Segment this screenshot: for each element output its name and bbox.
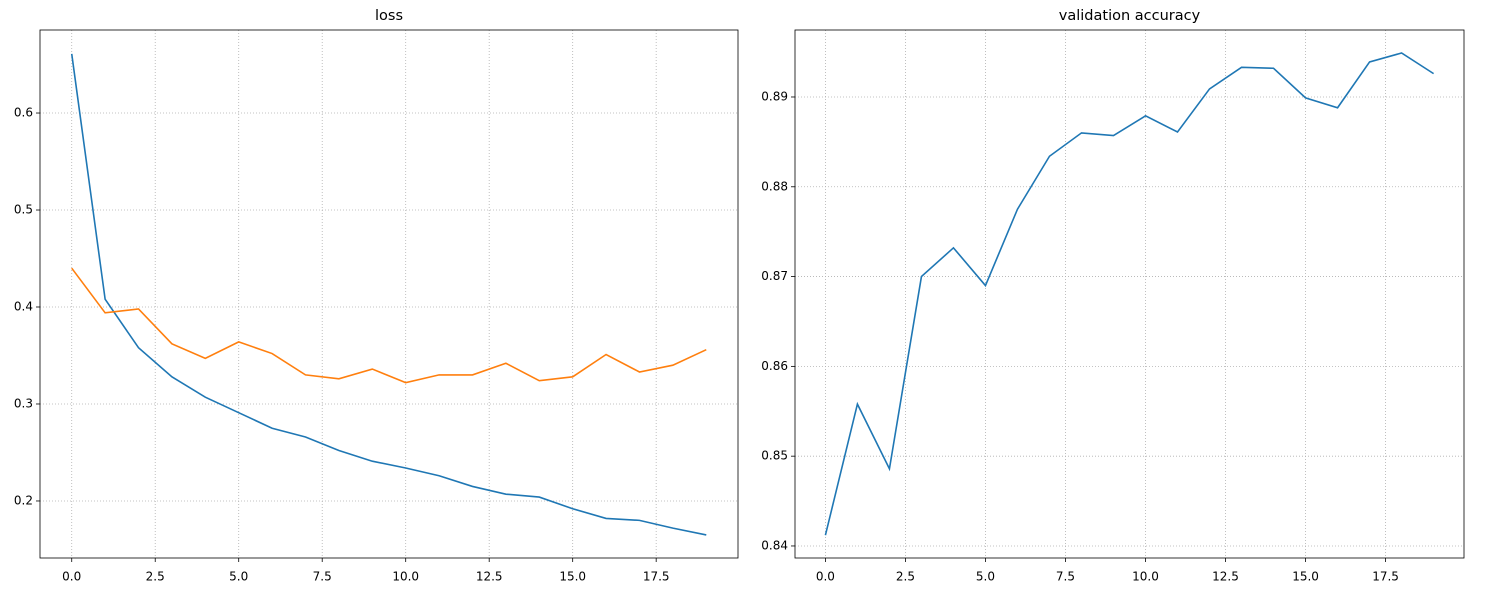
data-line	[70, 53, 707, 536]
y-tick-label: 0.2	[14, 493, 33, 507]
x-tick-label: 0.0	[62, 570, 81, 584]
x-tick-label: 10.0	[392, 570, 419, 584]
x-tick-label: 7.5	[313, 570, 332, 584]
y-tick-label: 0.87	[761, 269, 788, 283]
data-line	[71, 267, 707, 384]
y-tick-label: 0.89	[761, 89, 788, 103]
x-tick-label: 0.0	[816, 570, 835, 584]
x-tick-label: 2.5	[146, 570, 165, 584]
y-tick-label: 0.85	[761, 449, 788, 463]
x-tick-label: 5.0	[976, 570, 995, 584]
y-tick-label: 0.4	[14, 299, 33, 313]
chart-title: validation accuracy	[1059, 8, 1201, 24]
y-tick-label: 0.5	[14, 203, 33, 217]
x-tick-label: 12.5	[476, 570, 503, 584]
x-tick-label: 7.5	[1056, 570, 1075, 584]
plot-frame	[39, 29, 739, 559]
x-tick-label: 12.5	[1212, 570, 1239, 584]
x-tick-label: 15.0	[1292, 570, 1319, 584]
plot-frame	[794, 29, 1465, 559]
data-line	[824, 52, 1435, 536]
x-tick-label: 2.5	[896, 570, 915, 584]
x-tick-label: 5.0	[229, 570, 248, 584]
x-tick-label: 15.0	[559, 570, 586, 584]
y-tick-label: 0.86	[761, 359, 788, 373]
x-tick-label: 10.0	[1132, 570, 1159, 584]
y-tick-label: 0.84	[761, 538, 788, 552]
y-tick-label: 0.88	[761, 179, 788, 193]
y-tick-label: 0.6	[14, 106, 33, 120]
y-tick-label: 0.3	[14, 396, 33, 410]
chart-title: loss	[375, 8, 403, 24]
x-tick-label: 17.5	[1372, 570, 1399, 584]
x-tick-label: 17.5	[643, 570, 670, 584]
